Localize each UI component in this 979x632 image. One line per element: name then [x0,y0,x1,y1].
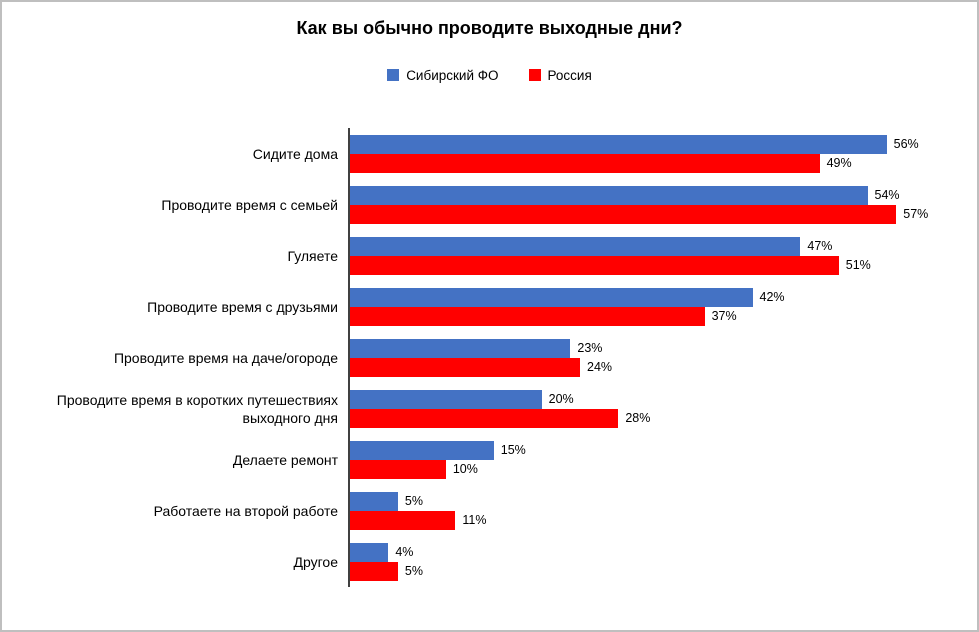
bar-sibirsky-fo [350,185,868,205]
bar-row: 5% [350,491,925,511]
category-label: Проводите время в коротких путешествиях … [56,391,338,426]
bar-russia [350,204,897,224]
legend-swatch-icon [387,69,400,81]
chart-row: Проводите время в коротких путешествиях … [2,383,977,434]
chart-row: Делаете ремонт 15% 10% [2,434,977,485]
chart-row: Проводите время с семьей 54% 57% [2,179,977,230]
chart-row: Другое 4% 5% [2,536,977,587]
bar-group: 47% 51% [348,230,977,281]
chart-row: Гуляете 47% 51% [2,230,977,281]
chart-row: Проводите время на даче/огороде 23% 24% [2,332,977,383]
bar-row: 28% [350,408,925,428]
bar-row: 4% [350,542,925,562]
bar-sibirsky-fo [350,134,887,154]
legend-item: Россия [528,67,592,83]
bar-russia [350,510,456,530]
bar-value-label: 15% [500,443,526,457]
legend-label: Сибирский ФО [406,67,499,83]
bar-row: 47% [350,236,925,256]
category-label: Делаете ремонт [232,451,338,468]
bar-value-label: 11% [462,513,487,527]
bar-value-label: 28% [625,411,651,425]
bar-value-label: 5% [404,494,423,508]
category-label: Проводите время на даче/огороде [113,349,338,366]
bar-russia [350,153,820,173]
bar-value-label: 56% [893,137,919,151]
bar-value-label: 51% [845,258,871,272]
chart-row: Работаете на второй работе 5% 11% [2,485,977,536]
bar-row: 15% [350,440,925,460]
chart-row: Сидите дома 56% 49% [2,128,977,179]
bar-russia [350,357,580,377]
legend-item: Сибирский ФО [387,67,499,83]
category-label: Проводите время с друзьями [147,298,338,315]
bar-sibirsky-fo [350,440,494,460]
bar-row: 23% [350,338,925,358]
bar-row: 37% [350,306,925,326]
bar-value-label: 37% [711,309,737,323]
bar-sibirsky-fo [350,236,801,256]
bar-value-label: 57% [903,207,929,221]
bar-row: 42% [350,287,925,307]
bar-group: 42% 37% [348,281,977,332]
chart-row: Проводите время с друзьями 42% 37% [2,281,977,332]
bar-value-label: 23% [577,341,603,355]
bar-row: 54% [350,185,925,205]
bar-value-label: 49% [826,156,852,170]
category-label: Проводите время с семьей [161,196,338,213]
bar-row: 20% [350,389,925,409]
bar-row: 5% [350,561,925,581]
bar-value-label: 42% [759,290,785,304]
category-label: Другое [293,553,338,570]
bar-sibirsky-fo [350,389,542,409]
bar-sibirsky-fo [350,287,753,307]
bar-russia [350,459,446,479]
bar-value-label: 47% [807,239,833,253]
bar-group: 23% 24% [348,332,977,383]
legend-swatch-icon [528,69,541,81]
bar-group: 56% 49% [348,128,977,179]
bar-row: 56% [350,134,925,154]
bar-russia [350,306,705,326]
bar-value-label: 10% [452,462,478,476]
bar-sibirsky-fo [350,491,398,511]
category-label: Сидите дома [252,145,338,162]
bar-russia [350,255,839,275]
bar-row: 24% [350,357,925,377]
category-label: Гуляете [287,247,338,264]
bar-row: 57% [350,204,929,224]
bar-group: 20% 28% [348,383,977,434]
bar-row: 51% [350,255,925,275]
chart-legend: Сибирский ФО Россия [2,66,977,84]
bar-sibirsky-fo [350,338,571,358]
bar-value-label: 20% [548,392,574,406]
bar-value-label: 24% [587,360,613,374]
bar-value-label: 5% [404,564,423,578]
bar-row: 49% [350,153,925,173]
bar-russia [350,408,619,428]
category-label: Работаете на второй работе [153,502,338,519]
bar-row: 10% [350,459,925,479]
bar-group: 5% 11% [348,485,977,536]
bar-group: 15% 10% [348,434,977,485]
bar-row: 11% [350,510,925,530]
bar-value-label: 4% [395,545,414,559]
legend-label: Россия [547,67,592,83]
bar-russia [350,561,398,581]
bar-sibirsky-fo [350,542,389,562]
bar-group: 4% 5% [348,536,977,587]
chart-title: Как вы обычно проводите выходные дни? [296,18,683,38]
plot-area: Сидите дома 56% 49% Проводите время с семье… [2,128,977,587]
bar-value-label: 54% [874,188,900,202]
bar-group: 54% 57% [348,179,977,230]
